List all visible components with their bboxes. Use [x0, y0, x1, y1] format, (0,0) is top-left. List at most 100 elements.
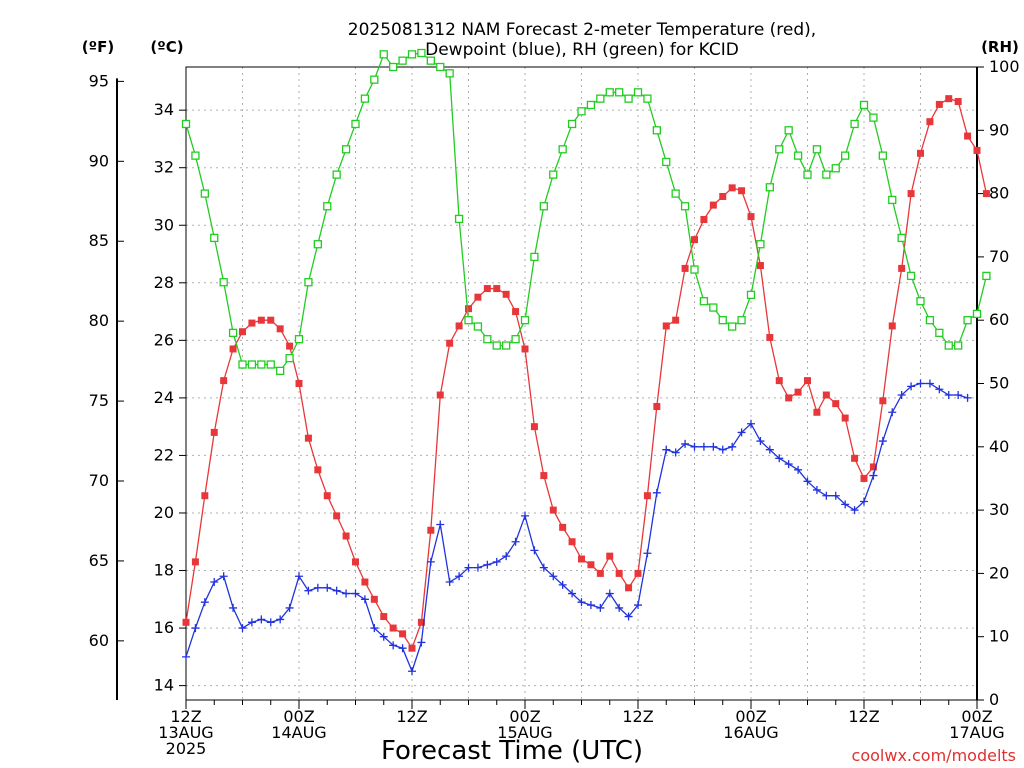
dewpoint-point	[539, 563, 548, 572]
temperature-point	[643, 492, 651, 500]
x-tick-label: 00Z	[509, 707, 540, 726]
rh-point	[803, 170, 812, 179]
dewpoint-point	[370, 624, 379, 633]
x-tick-label: 12Z	[848, 707, 879, 726]
temperature-point	[982, 190, 990, 198]
rh-point	[737, 316, 746, 325]
temperature-point	[832, 400, 840, 408]
dewpoint-point	[634, 601, 642, 610]
rh-point	[228, 328, 238, 338]
series	[181, 48, 991, 676]
fahrenheit-tick-label: 80	[89, 311, 109, 330]
rh-point	[596, 94, 605, 103]
rh-tick-label: 10	[989, 627, 1009, 646]
temperature-point	[182, 618, 190, 626]
dewpoint-point	[436, 520, 445, 529]
dewpoint-point	[709, 442, 718, 451]
temperature-point	[851, 454, 859, 462]
x-tick-label: 12Z	[396, 707, 427, 726]
dewpoint-point	[963, 393, 972, 402]
rh-point	[417, 48, 426, 58]
dewpoint-point	[822, 491, 831, 500]
rh-point	[615, 88, 624, 97]
temperature-point	[540, 472, 548, 480]
x-tick-label: 16AUG	[723, 723, 778, 742]
temperature-point	[257, 316, 265, 324]
temperature-point	[766, 333, 774, 341]
rh-point	[257, 360, 266, 369]
temperature-point	[822, 391, 830, 399]
rh-point	[624, 94, 633, 103]
dewpoint-point	[464, 563, 473, 572]
rh-point	[756, 240, 765, 249]
temperature-point	[483, 285, 491, 293]
dewpoint-point	[304, 586, 313, 595]
rh-point	[483, 335, 492, 344]
dewpoint-point	[869, 471, 878, 480]
rh-point	[389, 62, 398, 72]
temperature-point	[945, 95, 953, 103]
temperature-point	[879, 397, 887, 405]
dewpoint-point	[408, 667, 416, 676]
rh-point	[633, 88, 643, 97]
dewpoint-point	[182, 652, 190, 661]
rh-tick-label: 100	[989, 57, 1020, 76]
dewpoint-point	[803, 477, 812, 486]
rh-point	[690, 265, 699, 274]
dewpoint-point	[728, 442, 737, 451]
dewpoint-point	[681, 439, 690, 448]
x-tick-label: 00Z	[283, 707, 314, 726]
rh-point	[859, 100, 869, 110]
fahrenheit-tick-label: 75	[89, 391, 109, 410]
temperature-point	[653, 403, 661, 411]
dewpoint-point	[662, 445, 671, 454]
temperature-point	[493, 285, 501, 293]
temperature-point	[747, 213, 755, 221]
rh-point	[567, 119, 577, 129]
dewpoint-point	[831, 491, 840, 500]
rh-point	[285, 354, 294, 363]
x-tick-label: 00Z	[735, 707, 766, 726]
dewpoint-point	[426, 557, 435, 566]
temperature-point	[973, 146, 981, 154]
dewpoint-point	[200, 598, 209, 607]
x-tick-label: 17AUG	[949, 723, 1004, 742]
rh-point	[605, 88, 614, 97]
temperature-point	[738, 187, 746, 195]
temperature-point	[323, 492, 331, 500]
temperature-point	[964, 132, 972, 140]
rh-point	[916, 297, 925, 306]
temperature-point	[191, 558, 199, 566]
dewpoint-point	[935, 385, 944, 394]
rh-unit-label: (RH)	[981, 38, 1019, 56]
rh-point	[191, 151, 200, 160]
dewpoint-point	[398, 644, 407, 653]
rh-point	[577, 107, 586, 116]
dewpoint-point	[389, 641, 398, 650]
dewpoint-point	[577, 598, 586, 607]
rh-point	[332, 170, 341, 179]
dewpoint-point	[351, 589, 360, 598]
temperature-point	[474, 293, 482, 301]
rh-point	[294, 335, 304, 344]
celsius-tick-label: 24	[154, 388, 174, 407]
temperature-line	[185, 97, 988, 650]
dewpoint-point	[624, 612, 633, 621]
rh-point	[775, 145, 784, 154]
celsius-tick-label: 30	[154, 215, 174, 234]
temperature-point	[869, 463, 877, 471]
temperature-point	[700, 215, 708, 223]
rh-tick-label: 20	[989, 563, 1009, 582]
temperature-point	[446, 339, 454, 347]
temperature-point	[352, 558, 359, 566]
temperature-point	[342, 532, 350, 540]
axes: 14 16 18 20 22 24 26 28 30 32 34 60 65 70 75 80 85 90 95 0 1…	[89, 57, 1020, 758]
rh-point	[982, 271, 991, 281]
dewpoint-point	[568, 589, 577, 598]
rh-point	[718, 316, 727, 325]
rh-point	[728, 322, 737, 331]
celsius-tick-label: 32	[154, 158, 174, 177]
temperature-point	[229, 345, 237, 353]
dewpoint-point	[455, 572, 464, 581]
dewpoint-point	[549, 572, 558, 581]
